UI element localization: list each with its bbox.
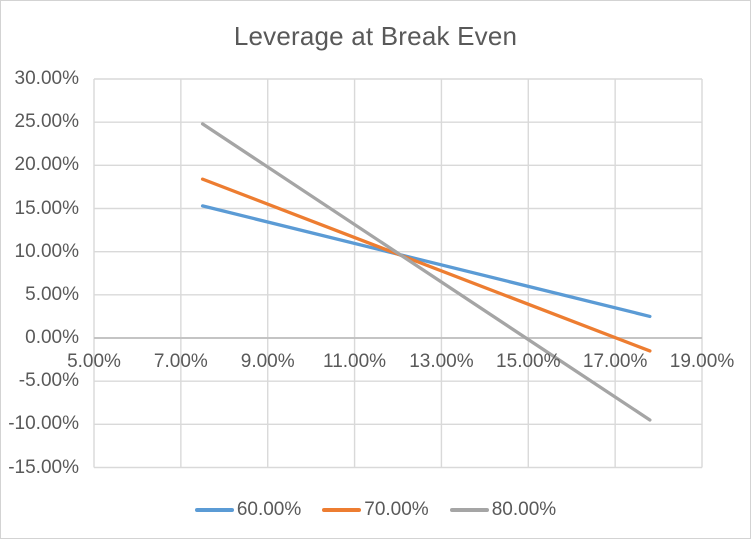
legend: 60.00% 70.00% 80.00% [1, 499, 750, 521]
x-tick-label: 17.00% [582, 351, 648, 372]
y-tick-label: 15.00% [14, 197, 79, 219]
y-tick-label: 10.00% [14, 240, 79, 262]
y-tick-label: 25.00% [14, 111, 79, 133]
y-tick-label: -10.00% [8, 413, 79, 435]
x-tick-label: 15.00% [496, 351, 561, 372]
x-tick-label: 19.00% [669, 351, 735, 372]
legend-line-swatch [322, 508, 362, 512]
series-line-70.00% [200, 177, 652, 353]
legend-line-swatch [194, 508, 234, 512]
y-tick-label: 0.00% [25, 327, 79, 348]
y-tick-label: 5.00% [25, 283, 79, 305]
x-tick-label: 5.00% [67, 351, 121, 372]
legend-label: 80.00% [491, 499, 557, 520]
chart-title: Leverage at Break Even [233, 21, 518, 51]
x-tick-label: 7.00% [153, 351, 208, 372]
legend-line-swatch [449, 508, 489, 512]
legend-item-70.00%[interactable]: 70.00% [322, 499, 429, 521]
y-tick-label: -15.00% [8, 456, 79, 478]
x-tick-label: 9.00% [240, 351, 295, 372]
series-line-80.00% [200, 122, 652, 422]
legend-item-80.00%[interactable]: 80.00% [449, 499, 557, 521]
y-tick-label: -5.00% [18, 370, 79, 392]
x-tick-label: 11.00% [323, 351, 387, 372]
legend-item-60.00%[interactable]: 60.00% [194, 499, 302, 521]
legend-label: 60.00% [236, 499, 302, 520]
legend-label: 70.00% [364, 499, 429, 520]
series-line-60.00% [200, 204, 652, 319]
y-tick-label: 30.00% [14, 68, 79, 89]
y-tick-label: 20.00% [14, 154, 79, 176]
x-tick-label: 13.00% [409, 351, 474, 372]
